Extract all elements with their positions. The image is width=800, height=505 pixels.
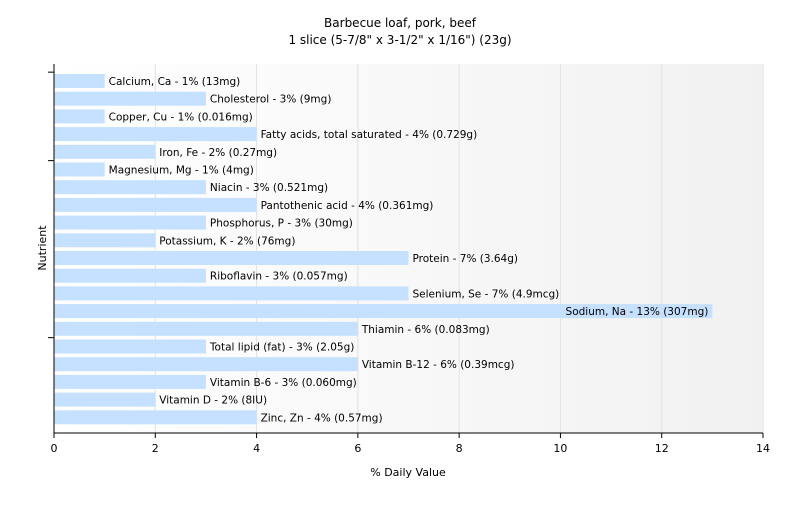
bar-label-4: Iron, Fe - 2% (0.27mg) xyxy=(159,147,277,159)
bar-10 xyxy=(54,251,409,265)
bar-label-12: Selenium, Se - 7% (4.9mcg) xyxy=(413,288,560,300)
bar-8 xyxy=(54,215,206,230)
bar-7 xyxy=(54,197,257,212)
bar-4 xyxy=(54,144,156,159)
bar-1 xyxy=(54,91,206,106)
bar-13 xyxy=(54,304,713,319)
bar-label-6: Niacin - 3% (0.521mg) xyxy=(210,182,328,194)
bar-16 xyxy=(54,357,358,372)
bar-17 xyxy=(54,374,206,389)
bar-label-3: Fatty acids, total saturated - 4% (0.729… xyxy=(261,129,478,141)
bar-5 xyxy=(54,162,105,177)
chart-title: Barbecue loaf, pork, beef xyxy=(324,16,477,30)
bar-label-7: Pantothenic acid - 4% (0.361mg) xyxy=(261,200,434,212)
bar-label-16: Vitamin B-12 - 6% (0.39mcg) xyxy=(362,359,515,371)
x-tick-label-10: 10 xyxy=(553,442,567,455)
bars: Calcium, Ca - 1% (13mg) Cholesterol - 3% … xyxy=(54,74,713,425)
x-tick-label-12: 12 xyxy=(655,442,669,455)
x-tick-label-4: 4 xyxy=(253,442,260,455)
x-tick-label-2: 2 xyxy=(152,442,159,455)
bar-9 xyxy=(54,233,156,248)
bar-2 xyxy=(54,109,105,124)
bar-label-13: Sodium, Na - 13% (307mg) xyxy=(566,306,709,318)
x-tick-label-6: 6 xyxy=(354,442,361,455)
bar-18 xyxy=(54,392,156,407)
bar-3 xyxy=(54,127,257,142)
bar-label-17: Vitamin B-6 - 3% (0.060mg) xyxy=(210,377,357,389)
bar-label-19: Zinc, Zn - 4% (0.57mg) xyxy=(261,412,383,424)
bar-19 xyxy=(54,410,257,425)
bar-label-15: Total lipid (fat) - 3% (2.05g) xyxy=(209,342,354,354)
bar-14 xyxy=(54,321,358,336)
bar-label-14: Thiamin - 6% (0.083mg) xyxy=(361,324,490,336)
x-tick-label-0: 0 xyxy=(51,442,58,455)
plot-area xyxy=(54,64,763,433)
bar-12 xyxy=(54,286,409,301)
bar-15 xyxy=(54,339,206,354)
x-tick-label-8: 8 xyxy=(456,442,463,455)
x-axis-label: % Daily Value xyxy=(370,466,446,479)
bar-label-5: Magnesium, Mg - 1% (4mg) xyxy=(109,165,254,177)
bar-label-8: Phosphorus, P - 3% (30mg) xyxy=(210,218,353,230)
chart-subtitle: 1 slice (5-7/8" x 3-1/2" x 1/16") (23g) xyxy=(288,33,511,47)
bar-label-11: Riboflavin - 3% (0.057mg) xyxy=(210,271,348,283)
bar-11 xyxy=(54,268,206,283)
y-axis-label: Nutrient xyxy=(36,225,49,271)
bar-0 xyxy=(54,74,105,88)
bar-label-2: Copper, Cu - 1% (0.016mg) xyxy=(109,111,253,123)
bar-label-9: Potassium, K - 2% (76mg) xyxy=(159,235,295,247)
bar-label-18: Vitamin D - 2% (8IU) xyxy=(159,395,267,407)
bar-label-10: Protein - 7% (3.64g) xyxy=(413,253,519,265)
bar-label-0: Calcium, Ca - 1% (13mg) xyxy=(109,76,241,88)
bar-label-1: Cholesterol - 3% (9mg) xyxy=(210,94,332,106)
x-tick-label-14: 14 xyxy=(756,442,770,455)
grid-lines xyxy=(154,64,764,433)
bar-6 xyxy=(54,180,206,195)
axes: 0 2 4 6 8 10 12 14 xyxy=(48,64,770,455)
